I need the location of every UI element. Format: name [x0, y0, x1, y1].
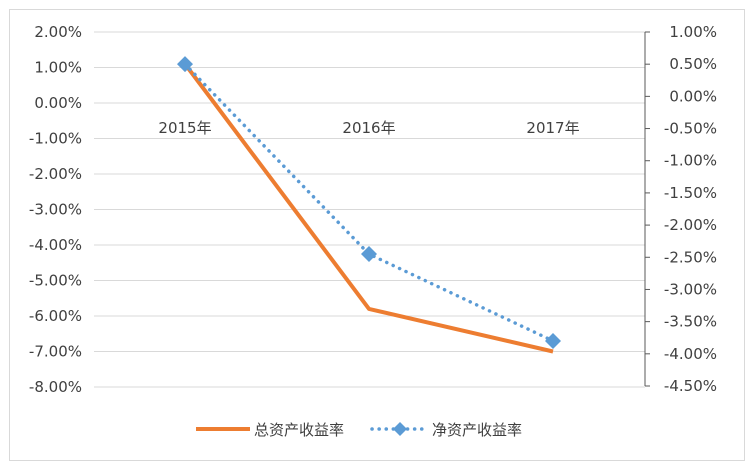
- left-tick-label: 1.00%: [34, 59, 82, 77]
- left-tick-label: -4.00%: [29, 236, 82, 254]
- series-line-2: [183, 62, 555, 343]
- left-tick-label: -7.00%: [29, 343, 82, 361]
- data-point-marker: [177, 56, 193, 73]
- right-tick-label: -2.00%: [664, 216, 717, 234]
- left-tick-label: -5.00%: [29, 272, 82, 290]
- category-label: 2015年: [158, 119, 211, 137]
- right-tick-label: 1.00%: [669, 23, 717, 41]
- series: [177, 56, 561, 354]
- right-tick-label: -1.50%: [664, 184, 717, 202]
- legend-label-1: 总资产收益率: [254, 421, 344, 439]
- right-axis-ticks: 1.00% 0.50% 0.00% -0.50% -1.00% -1.50% -2.00% -…: [645, 23, 717, 395]
- data-point-marker: [361, 246, 377, 263]
- series-line-1: [183, 62, 554, 354]
- right-tick-label: -3.50%: [664, 313, 717, 331]
- left-tick-label: 0.00%: [34, 94, 82, 112]
- right-tick-label: 0.50%: [669, 55, 717, 73]
- right-tick-label: -2.50%: [664, 248, 717, 266]
- left-tick-label: -2.00%: [29, 165, 82, 183]
- data-point-marker: [545, 332, 561, 349]
- right-tick-label: -3.00%: [664, 280, 717, 298]
- category-label: 2016年: [342, 119, 395, 137]
- legend-diamond-icon: [393, 422, 407, 436]
- category-label: 2017年: [526, 119, 579, 137]
- right-tick-label: 0.00%: [669, 87, 717, 105]
- left-axis-ticks: 2.00% 1.00% 0.00% -1.00% -2.00% -3.00% -4.00% -…: [29, 23, 82, 396]
- legend: 总资产收益率 净资产收益率: [196, 421, 522, 439]
- right-tick-label: -1.00%: [664, 152, 717, 170]
- category-labels: 2015年 2016年 2017年: [158, 119, 579, 137]
- chart-frame: 2.00% 1.00% 0.00% -1.00% -2.00% -3.00% -4.00% -…: [9, 9, 745, 461]
- right-tick-label: -4.50%: [664, 377, 717, 395]
- legend-label-2: 净资产收益率: [432, 421, 522, 439]
- left-tick-label: 2.00%: [34, 23, 82, 41]
- left-tick-label: -8.00%: [29, 378, 82, 396]
- left-tick-label: -3.00%: [29, 201, 82, 219]
- right-tick-label: -0.50%: [664, 120, 717, 138]
- left-tick-label: -1.00%: [29, 130, 82, 148]
- right-tick-label: -4.00%: [664, 345, 717, 363]
- left-tick-label: -6.00%: [29, 307, 82, 325]
- grid-lines: [94, 31, 645, 388]
- chart: 2.00% 1.00% 0.00% -1.00% -2.00% -3.00% -4.00% -…: [29, 23, 717, 439]
